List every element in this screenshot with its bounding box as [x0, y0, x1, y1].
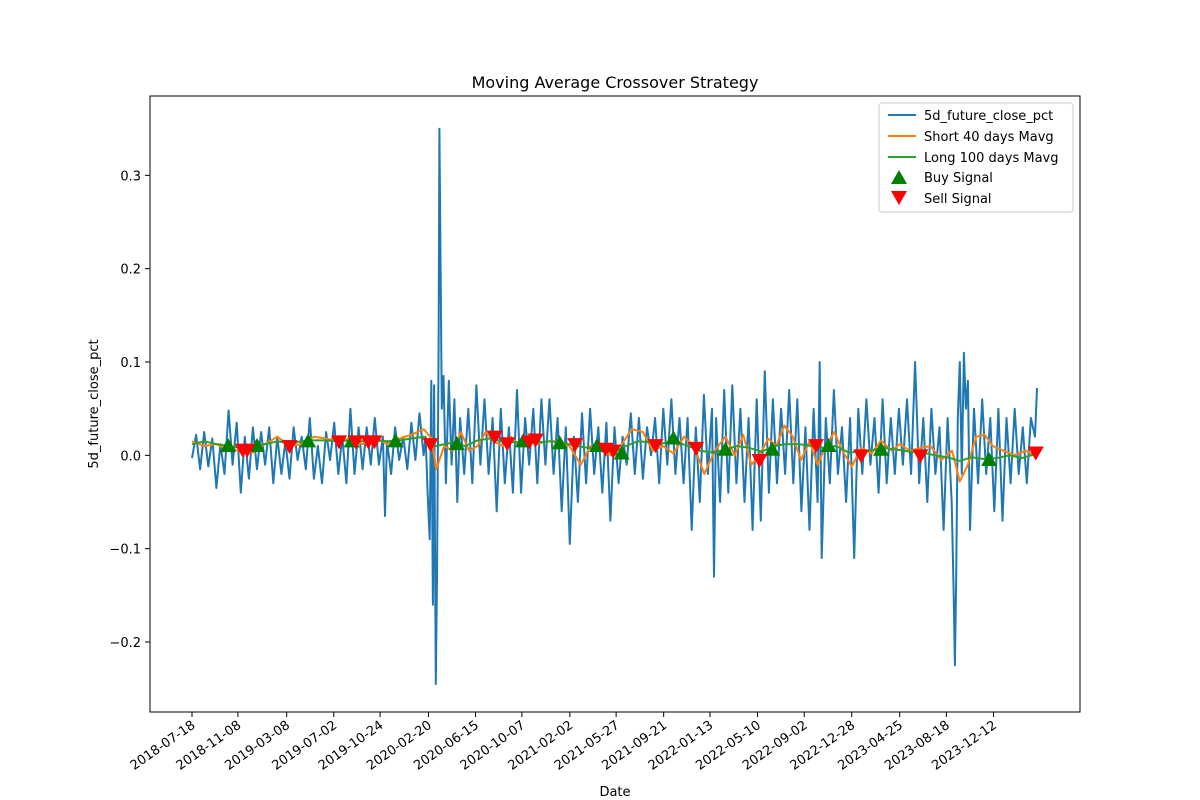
y-tick-label: 0.0: [120, 449, 141, 464]
sell-signal-marker: [486, 430, 503, 445]
sell-signal-marker: [499, 437, 516, 452]
sell-signal-marker: [808, 439, 824, 454]
series-line-0: [191, 127, 1038, 685]
sell-signal-marker: [853, 449, 870, 464]
buy-signal-marker: [551, 435, 568, 450]
legend-marker-buy: [891, 170, 907, 184]
sell-signal-marker: [347, 435, 364, 450]
buy-signal-marker: [613, 445, 630, 460]
buy-signal-marker: [820, 438, 837, 452]
y-tick-label: 0.1: [120, 356, 141, 371]
x-axis-label: Date: [599, 785, 630, 800]
sell-signal-marker: [366, 435, 383, 450]
legend-label-series-2: Long 100 days Mavg: [924, 151, 1058, 166]
y-axis: −0.2 −0.1 0.0 0.1 0.2 0.3: [109, 169, 150, 651]
buy-signal-marker: [764, 441, 781, 456]
sell-signal-marker: [688, 441, 705, 456]
y-tick-label: 0.2: [120, 263, 141, 278]
sell-signal-marker: [527, 433, 544, 448]
sell-signal-marker: [567, 438, 584, 453]
sell-signal-marker: [605, 444, 622, 459]
legend-label-series-0: 5d_future_close_pct: [924, 109, 1053, 124]
buy-signal-marker: [387, 433, 404, 448]
sell-signal-marker: [647, 439, 664, 454]
sell-signal-marker: [1027, 446, 1044, 461]
buy-signal-marker: [448, 436, 465, 451]
sell-signal-marker: [331, 435, 348, 450]
buy-signal-marker: [300, 433, 317, 448]
sell-signal-marker: [422, 438, 439, 453]
sell-signal-marker: [281, 440, 298, 454]
axes-frame: [149, 95, 1081, 713]
legend-label-series-1: Short 40 days Mavg: [924, 130, 1054, 145]
legend-label-sell: Sell Signal: [924, 192, 992, 207]
buy-signal-marker: [981, 452, 998, 466]
legend-box: [878, 102, 1074, 213]
buy-signal-marker: [220, 438, 237, 452]
buy-signal-marker: [665, 430, 682, 445]
sell-signal-marker: [912, 449, 929, 464]
y-tick-label: −0.2: [109, 636, 141, 651]
buy-signal-marker: [873, 441, 889, 456]
y-tick-label: 0.3: [120, 169, 141, 184]
buy-signal-marker: [717, 441, 734, 456]
legend-marker-sell: [891, 191, 907, 205]
y-axis-label: 5d_future_close_pct: [87, 339, 102, 468]
sell-signal-marker: [239, 443, 256, 458]
legend: 5d_future_close_pct Short 40 days Mavg L…: [878, 102, 1074, 213]
sell-signal-marker: [751, 454, 768, 468]
y-tick-label: −0.1: [109, 543, 141, 558]
legend-label-buy: Buy Signal: [924, 171, 993, 186]
buy-signal-marker: [249, 438, 265, 452]
plot-area: [191, 127, 1044, 685]
chart-title: Moving Average Crossover Strategy: [472, 73, 759, 92]
